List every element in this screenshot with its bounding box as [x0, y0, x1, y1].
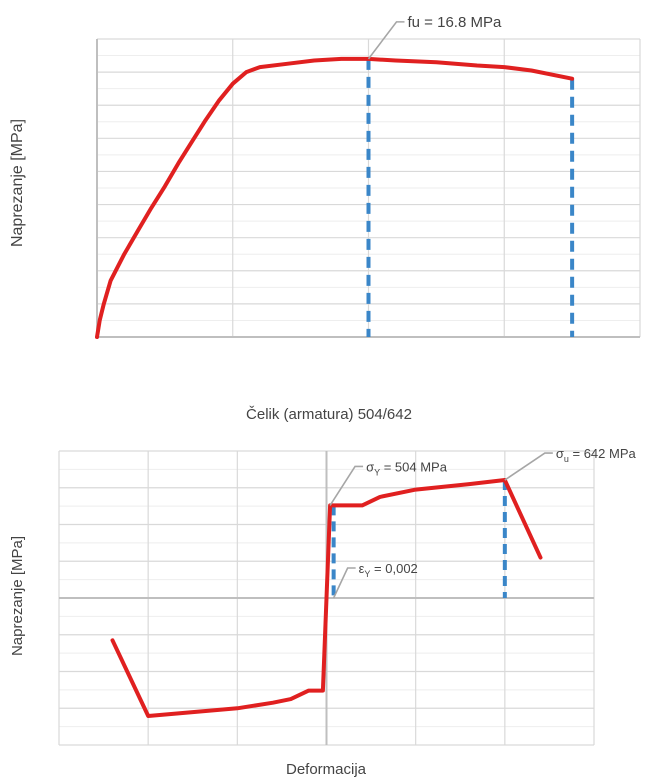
annotation-label: εY = 0,002: [359, 561, 418, 579]
annotation-label: fu = 16.8 MPa: [408, 14, 502, 31]
annotation-leader: [504, 452, 553, 481]
annotation-label: σY = 504 MPa: [366, 459, 448, 477]
annotation-leader: [332, 567, 356, 599]
chart-compressive-stress-strain: fu = 16.8 MPa Naprezanje [MPa]: [9, 14, 641, 339]
series-line: [95, 56, 575, 339]
chart2-xlabel: Deformacija: [286, 761, 367, 777]
chart1-ylabel: Naprezanje [MPa]: [9, 119, 26, 247]
chart2-title: Čelik (armatura) 504/642: [246, 406, 412, 423]
annotation-leader: [367, 21, 405, 60]
chart-steel-stress-strain: σY = 504 MPa σu = 642 MPa εY = 0,002 Čelik…: [9, 406, 637, 777]
series-line: [110, 478, 543, 718]
annotation-leader: [329, 465, 364, 506]
annotation-label: σu = 642 MPa: [556, 446, 637, 464]
chart2-ylabel: Naprezanje [MPa]: [9, 536, 26, 656]
